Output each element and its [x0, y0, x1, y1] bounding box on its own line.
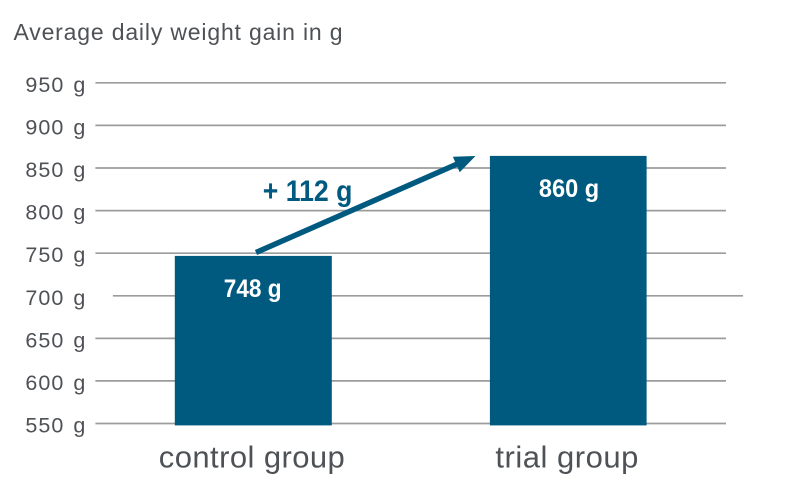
svg-text:860 g: 860 g — [539, 175, 599, 203]
svg-text:550 g: 550 g — [25, 414, 85, 438]
svg-text:control group: control group — [159, 440, 345, 475]
svg-text:trial group: trial group — [495, 440, 638, 475]
svg-text:750 g: 750 g — [25, 243, 85, 267]
svg-text:800 g: 800 g — [25, 201, 85, 225]
svg-text:Average daily weight gain in g: Average daily weight gain in g — [14, 19, 343, 45]
svg-text:850 g: 850 g — [25, 158, 85, 182]
svg-text:950 g: 950 g — [25, 73, 85, 97]
svg-text:900 g: 900 g — [25, 115, 85, 139]
svg-text:600 g: 600 g — [25, 371, 85, 395]
svg-text:650 g: 650 g — [25, 328, 85, 352]
svg-text:748 g: 748 g — [224, 275, 282, 303]
svg-text:700 g: 700 g — [25, 286, 85, 310]
svg-text:+ 112 g: + 112 g — [263, 175, 353, 208]
